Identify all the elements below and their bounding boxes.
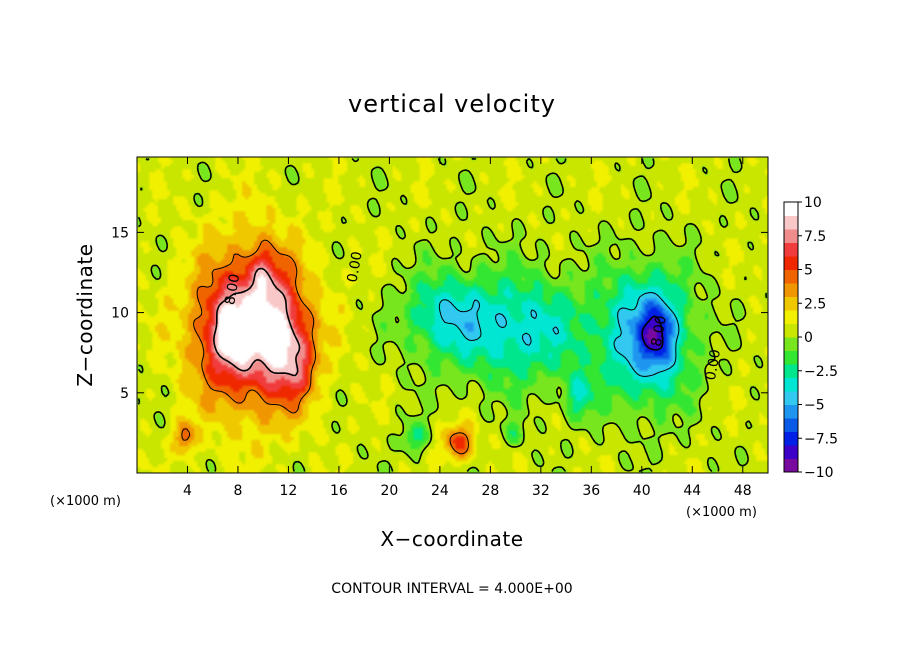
- colorbar-swatch: [784, 350, 798, 365]
- colorbar-swatch: [784, 296, 798, 311]
- x-axis-label: X−coordinate: [380, 527, 523, 551]
- colorbar-swatch: [784, 202, 798, 216]
- colorbar-swatch: [784, 337, 798, 351]
- velocity-field-image: [137, 157, 768, 473]
- contour-level-neg4: [438, 292, 680, 377]
- colorbar-swatch: [784, 323, 798, 338]
- colorbar-tick-label: −5: [804, 398, 825, 414]
- colorbar-swatch: [784, 283, 798, 297]
- colorbar-swatch: [784, 310, 798, 324]
- x-tick-label: 48: [734, 483, 752, 499]
- y-tick-label: 10: [111, 306, 129, 322]
- x-tick-label: 8: [233, 483, 242, 499]
- contour-level-neg8: [641, 315, 664, 351]
- colorbar-swatch: [784, 391, 798, 405]
- x-axis-ticks: 4 8 12 16 20 24 28 32 36 40 44 48: [183, 157, 752, 499]
- colorbar-tick-label: 10: [804, 195, 822, 211]
- colorbar-tick-label: 7.5: [804, 229, 826, 245]
- plot-area: 8.000.008.000.00 4 8 12 16 20 24 28 32 36 40 44 48 …: [111, 156, 769, 499]
- colorbar-tick-label: 0: [804, 330, 813, 346]
- contour-lines: [137, 157, 768, 473]
- x-tick-label: 32: [532, 483, 550, 499]
- colorbar-tick-label: −2.5: [804, 364, 838, 380]
- y-axis-ticks: 5 10 15: [111, 225, 768, 402]
- contour-interval-note: CONTOUR INTERVAL = 4.000E+00: [331, 581, 572, 597]
- contour-level-8: [213, 267, 301, 377]
- plot-frame: [136, 156, 769, 474]
- colorbar-tick-label: 5: [804, 263, 813, 279]
- colorbar: 10 7.5 5 2.5 0 −2.5 −5 −7.5 −10: [783, 195, 838, 481]
- x-tick-label: 24: [431, 483, 449, 499]
- colorbar-swatch: [784, 377, 798, 392]
- contour-label: 0.00: [703, 348, 724, 381]
- contour-label: 0.00: [345, 250, 366, 283]
- contour-level-4: [181, 239, 469, 455]
- x-tick-label: 16: [330, 483, 348, 499]
- x-axis-unit-right: (×1000 m): [686, 505, 757, 520]
- colorbar-swatch: [784, 364, 798, 378]
- x-tick-label: 28: [481, 483, 499, 499]
- x-tick-label: 20: [380, 483, 398, 499]
- colorbar-swatch: [784, 458, 798, 473]
- colorbar-swatch: [784, 269, 798, 284]
- x-tick-label: 12: [280, 483, 298, 499]
- contour-label: 8.00: [649, 314, 670, 347]
- colorbar-swatch: [784, 445, 798, 459]
- y-tick-label: 15: [111, 225, 129, 241]
- chart-title: vertical velocity: [348, 90, 556, 118]
- colorbar-swatch: [784, 404, 798, 419]
- colorbar-tick-label: −7.5: [804, 431, 838, 447]
- colorbar-swatch: [784, 431, 798, 446]
- colorbar-swatch: [784, 256, 798, 270]
- colorbar-swatch: [784, 418, 798, 432]
- contour-level-0: [137, 157, 768, 473]
- x-tick-label: 44: [683, 483, 701, 499]
- colorbar-tick-label: 2.5: [804, 296, 826, 312]
- y-axis-label: Z−coordinate: [73, 243, 97, 386]
- colorbar-swatch: [784, 242, 798, 257]
- x-axis-unit-left: (×1000 m): [50, 494, 121, 509]
- colorbar-swatch: [784, 229, 798, 243]
- colorbar-tick-label: −10: [804, 465, 834, 481]
- y-tick-label: 5: [120, 386, 129, 402]
- x-tick-label: 4: [183, 483, 192, 499]
- contour-label: 8.00: [222, 273, 243, 306]
- x-tick-label: 40: [633, 483, 651, 499]
- contour-labels: 8.00 0.00 8.00 0.00: [222, 250, 724, 381]
- colorbar-swatch: [784, 215, 798, 230]
- x-tick-label: 36: [582, 483, 600, 499]
